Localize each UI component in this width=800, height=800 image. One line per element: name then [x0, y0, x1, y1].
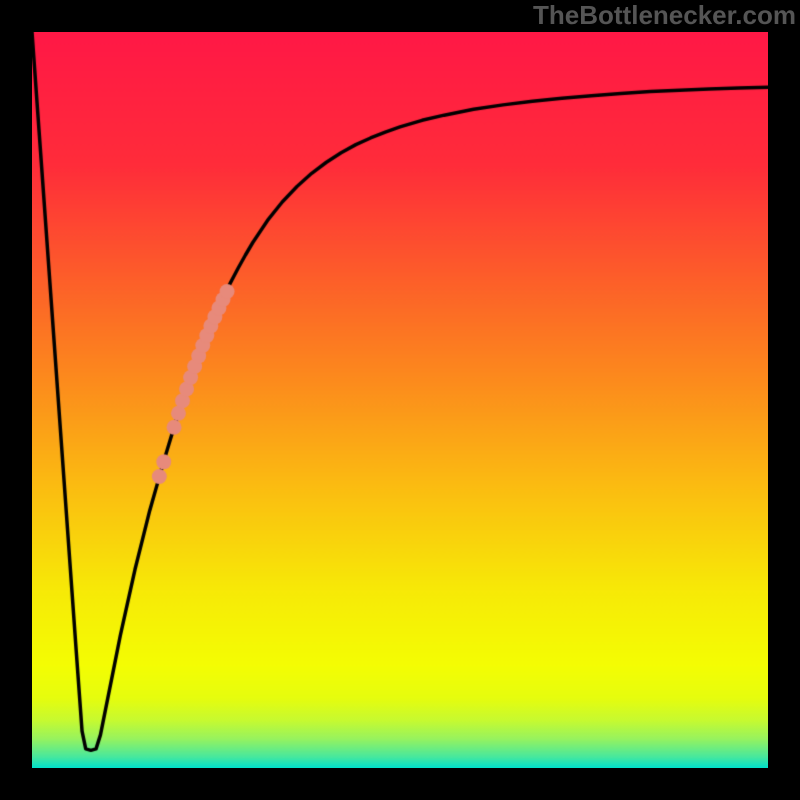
data-dots	[32, 32, 768, 768]
attribution-text: TheBottlenecker.com	[533, 0, 796, 31]
plot-area	[32, 32, 768, 768]
chart-frame: TheBottlenecker.com	[0, 0, 800, 800]
